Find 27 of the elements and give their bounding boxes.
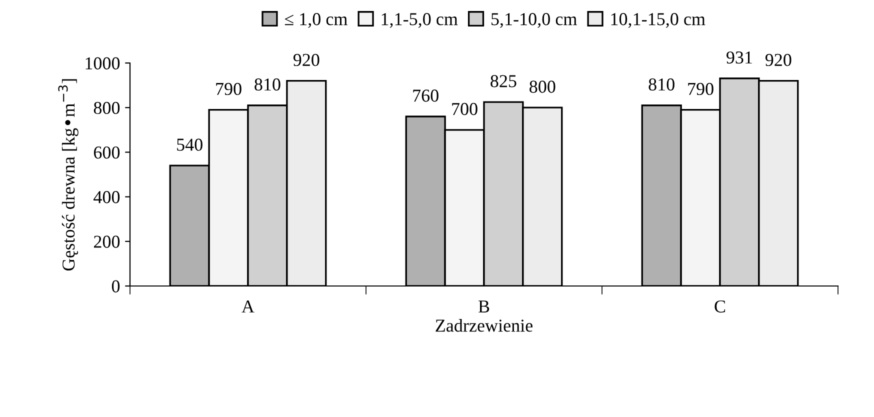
y-tick-label: 400	[94, 191, 120, 204]
data-label: 700	[452, 102, 478, 116]
data-label: 790	[216, 82, 242, 96]
data-label: 810	[254, 78, 280, 91]
legend-label: 5,1-10,0 cm	[492, 13, 577, 28]
x-tick-label: A	[242, 300, 254, 312]
x-axis-title: Zadrzewienie	[436, 319, 532, 332]
legend-label: 1,1-5,0 cm	[382, 13, 458, 28]
x-tick-label: C	[714, 300, 726, 313]
data-label: 790	[688, 82, 714, 96]
data-label: 920	[293, 54, 320, 66]
y-tick-label: 600	[94, 146, 120, 159]
legend-label: ≤ 1,0 cm	[284, 13, 348, 28]
x-tick-label: B	[478, 300, 490, 312]
data-label: 800	[530, 80, 556, 93]
y-tick-label: 1000	[86, 57, 120, 70]
y-tick-label: 200	[94, 236, 120, 248]
data-label: 760	[413, 90, 438, 102]
data-label: 810	[648, 78, 674, 91]
data-label: 540	[177, 138, 202, 151]
y-axis-title: Gęstość drewna [kg•m$^{−3}$]	[58, 79, 78, 271]
data-label: 920	[765, 54, 792, 66]
legend-label: 10,1-15,0 cm	[611, 13, 706, 28]
data-label: 931	[726, 51, 752, 64]
data-label: 825	[490, 75, 516, 88]
y-tick-label: 800	[94, 102, 120, 114]
y-tick-label: 0	[112, 280, 120, 292]
